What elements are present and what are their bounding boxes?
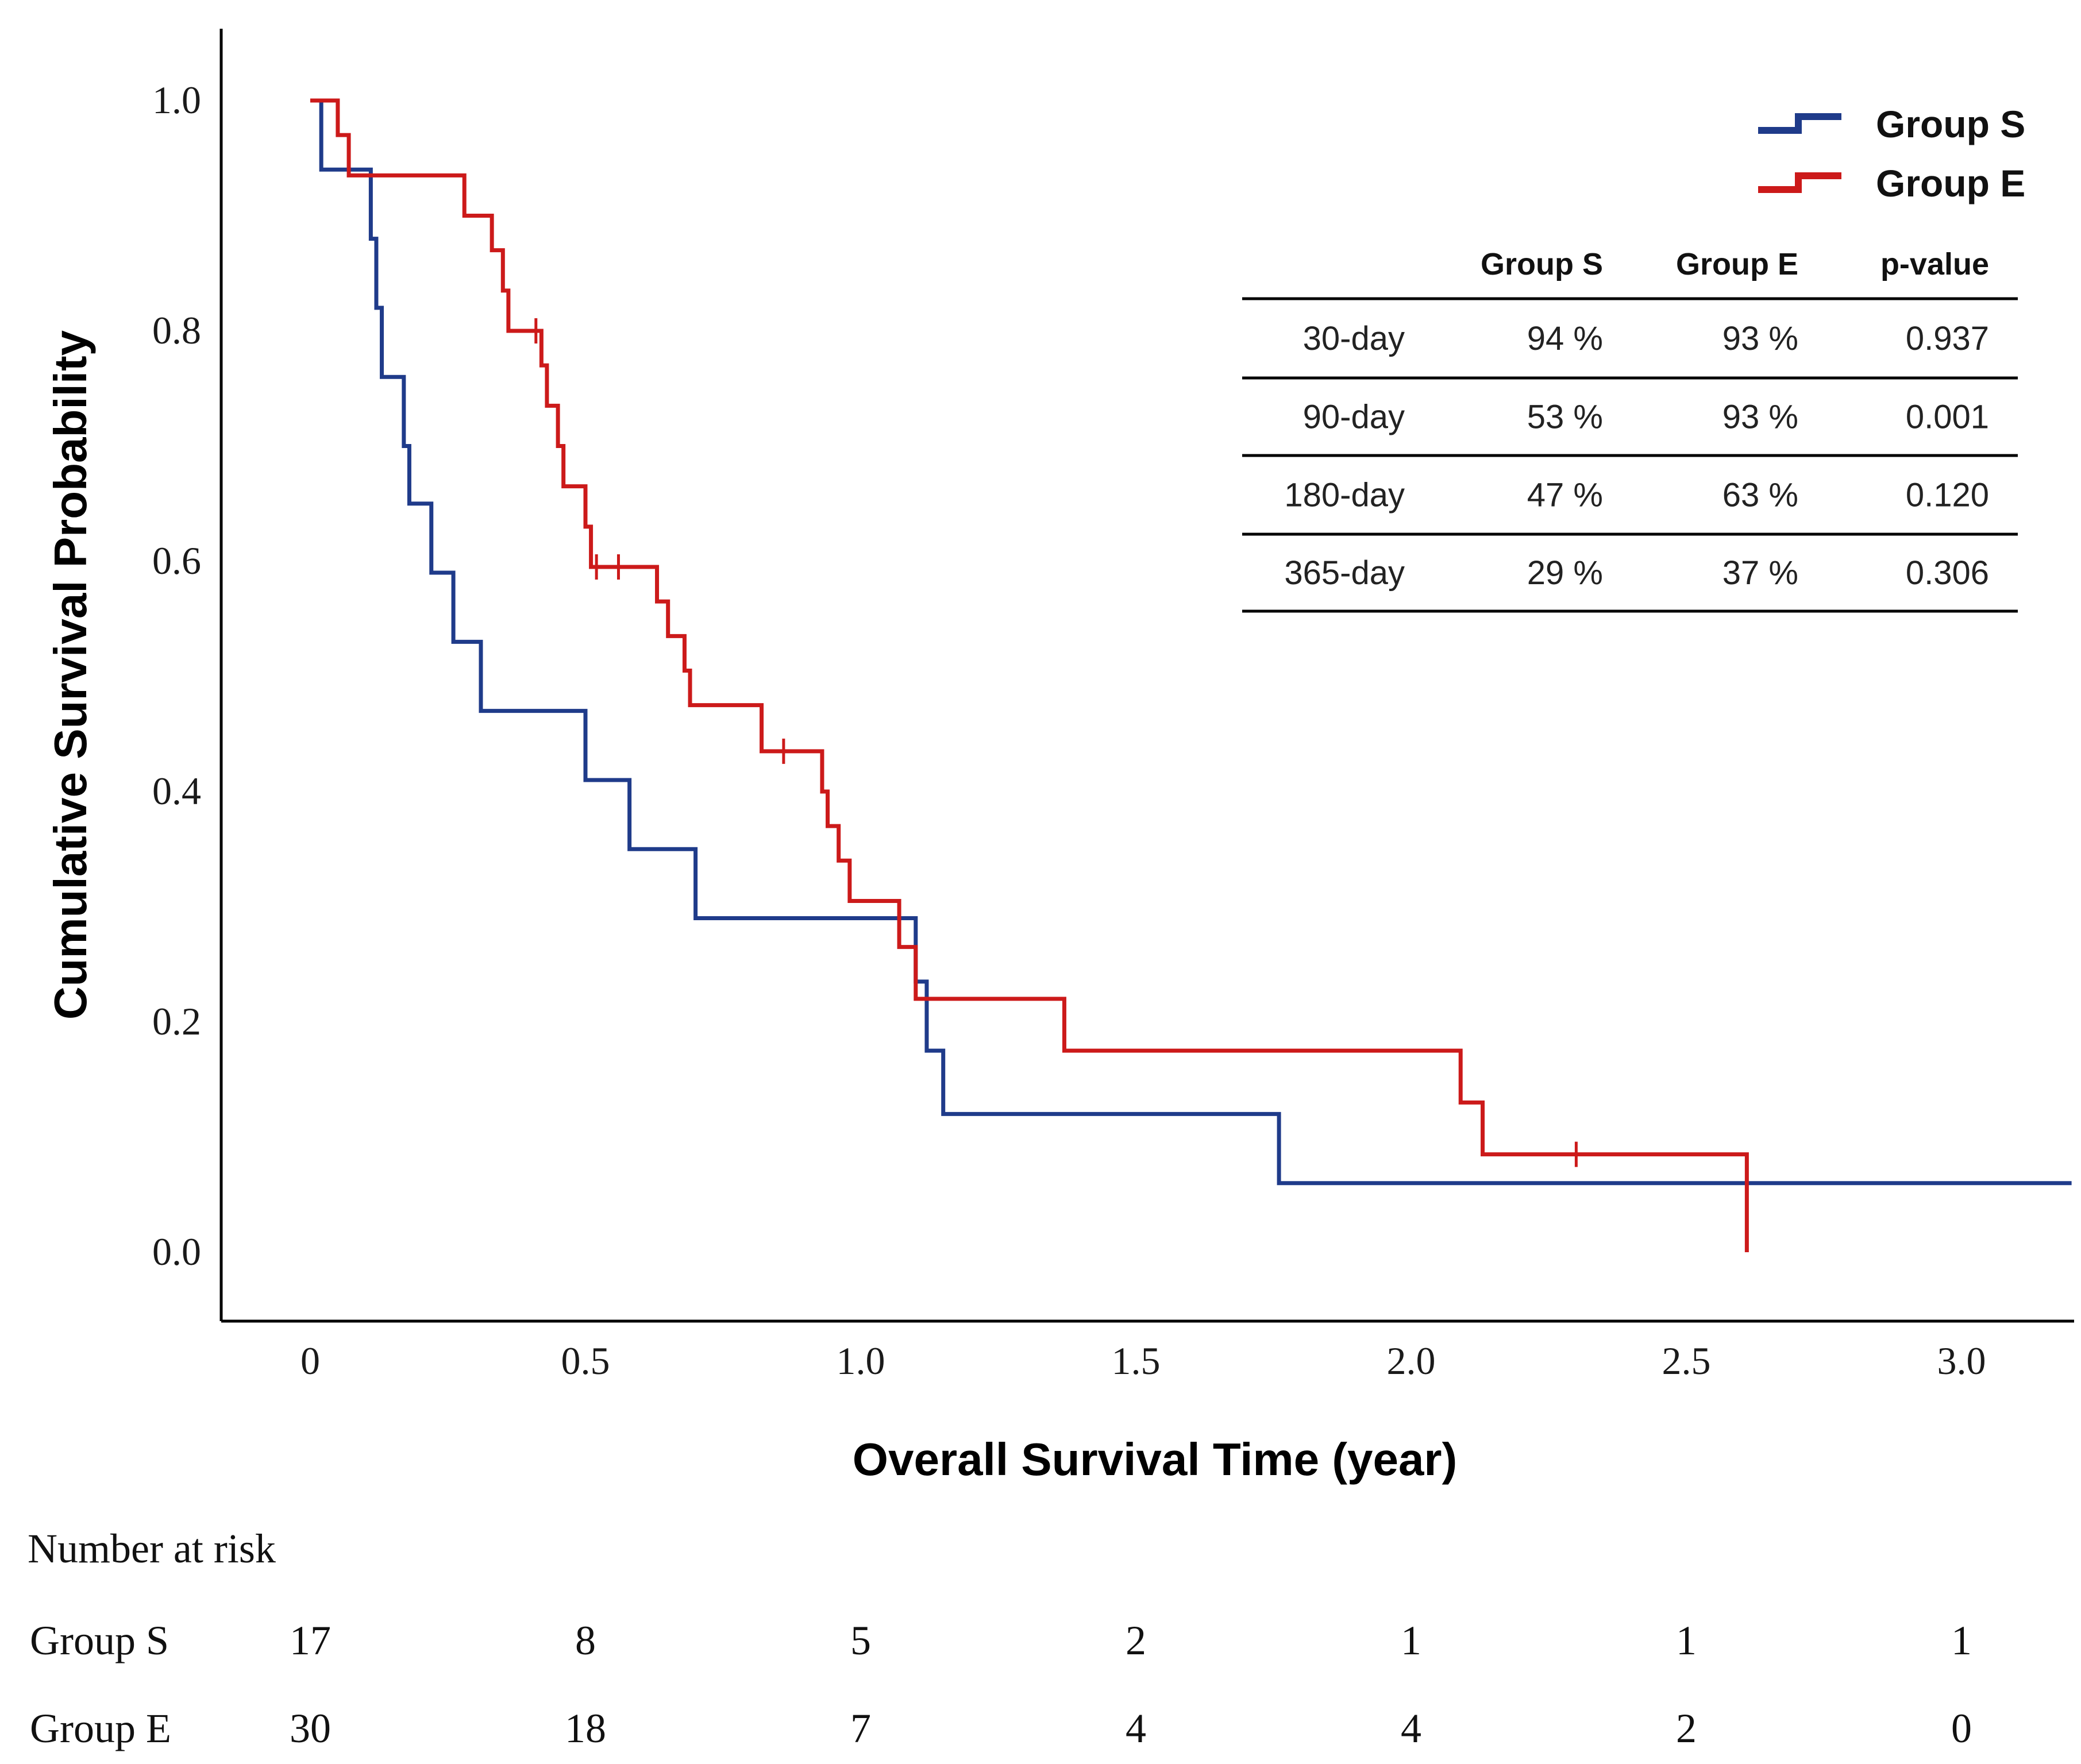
curve-group-s [310, 98, 2072, 1186]
summary-cell: 93 % [1722, 399, 1798, 436]
risk-row-label: Group S [30, 1618, 169, 1663]
risk-value: 0 [1951, 1705, 1972, 1751]
summary-cell: 90-day [1303, 399, 1405, 436]
y-tick-label: 1.0 [152, 78, 201, 122]
summary-cell: 30-day [1303, 320, 1405, 357]
summary-cell: 47 % [1527, 477, 1603, 514]
summary-header-cell: p-value [1880, 247, 1989, 281]
summary-header-cell: Group S [1481, 247, 1603, 281]
y-axis-ticks: 0.0 0.2 0.4 0.6 0.8 1.0 [152, 78, 201, 1273]
summary-cell: 53 % [1527, 399, 1603, 436]
y-tick-label: 0.0 [152, 1230, 201, 1273]
summary-header-cell: Group E [1676, 247, 1798, 281]
summary-cell: 0.937 [1906, 320, 1989, 357]
summary-cell: 0.120 [1906, 477, 1989, 514]
x-tick-label: 1.0 [837, 1339, 885, 1383]
risk-value: 30 [290, 1705, 331, 1751]
risk-value: 4 [1401, 1705, 1421, 1751]
x-tick-label: 1.5 [1112, 1339, 1161, 1383]
summary-cell: 93 % [1722, 320, 1798, 357]
summary-cell: 63 % [1722, 477, 1798, 514]
risk-value: 2 [1676, 1705, 1697, 1751]
risk-value: 1 [1951, 1618, 1972, 1663]
legend-label-group-s: Group S [1876, 103, 2025, 145]
risk-value: 1 [1401, 1618, 1421, 1663]
summary-cell: 365-day [1284, 554, 1405, 592]
risk-value: 2 [1126, 1618, 1146, 1663]
y-tick-label: 0.6 [152, 539, 201, 582]
risk-value: 7 [850, 1705, 871, 1751]
x-axis-ticks: 0 0.5 1.0 1.5 2.0 2.5 3.0 [300, 1339, 1986, 1383]
axes [219, 29, 2074, 1323]
summary-cell: 180-day [1284, 477, 1405, 514]
x-tick-label: 0 [300, 1339, 320, 1383]
curve-group-e [310, 98, 1749, 1252]
legend-swatch-group-s [1758, 113, 1841, 134]
x-tick-label: 3.0 [1937, 1339, 1986, 1383]
x-tick-label: 2.5 [1662, 1339, 1711, 1383]
legend: Group S Group E [1758, 103, 2025, 204]
risk-value: 5 [850, 1618, 871, 1663]
legend-swatch-group-e [1758, 172, 1841, 193]
x-tick-label: 0.5 [561, 1339, 610, 1383]
y-tick-label: 0.8 [152, 308, 201, 352]
x-tick-label: 2.0 [1387, 1339, 1436, 1383]
risk-table: Group S 17 8 5 2 1 1 1 Group E 30 18 7 4 4 2 0 [30, 1618, 1972, 1751]
y-tick-label: 0.4 [152, 769, 201, 813]
risk-value: 17 [290, 1618, 331, 1663]
summary-cell: 0.001 [1906, 399, 1989, 436]
risk-value: 8 [575, 1618, 596, 1663]
summary-table: Group S Group E p-value 30-day 94 % 93 % 0.937… [1242, 247, 2018, 613]
risk-value: 4 [1126, 1705, 1146, 1751]
summary-cell: 94 % [1527, 320, 1603, 357]
survival-curves [310, 98, 2072, 1252]
risk-table-title: Number at risk [28, 1526, 276, 1572]
risk-row-label: Group E [30, 1705, 171, 1751]
risk-value: 1 [1676, 1618, 1697, 1663]
x-axis-title: Overall Survival Time (year) [853, 1434, 1457, 1485]
summary-cell: 37 % [1722, 554, 1798, 592]
risk-value: 18 [565, 1705, 606, 1751]
legend-label-group-e: Group E [1876, 162, 2025, 204]
summary-cell: 0.306 [1906, 554, 1989, 592]
y-axis-title: Cumulative Survival Probability [45, 330, 96, 1020]
y-tick-label: 0.2 [152, 999, 201, 1043]
summary-cell: 29 % [1527, 554, 1603, 592]
